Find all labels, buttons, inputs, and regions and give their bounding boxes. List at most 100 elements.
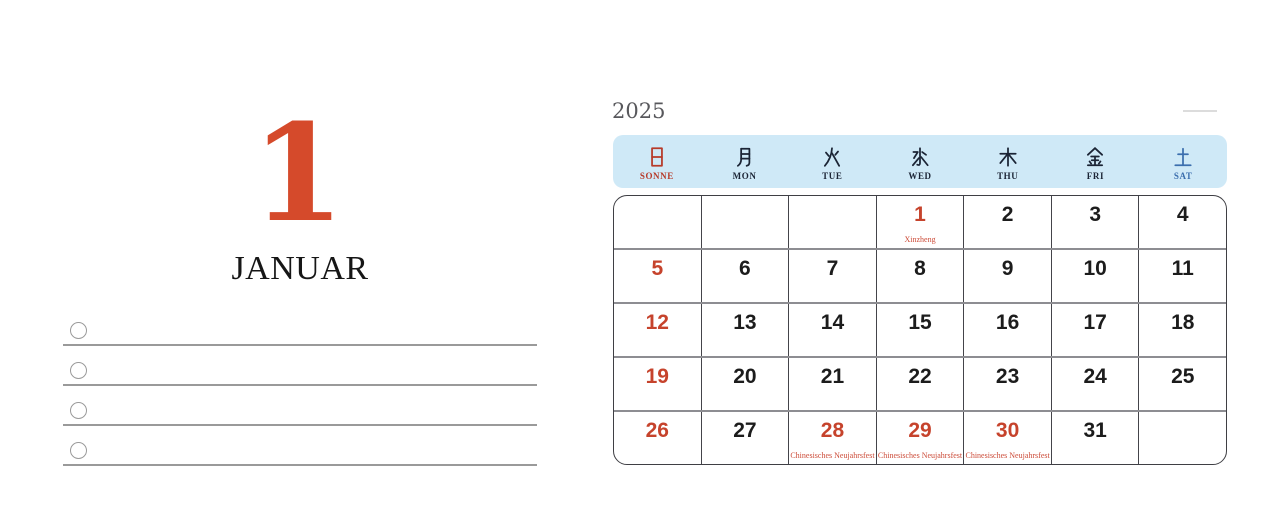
day-cell[interactable]: 26 bbox=[614, 412, 702, 464]
day-number: 8 bbox=[914, 257, 926, 280]
day-cell[interactable] bbox=[614, 196, 702, 248]
day-cell[interactable]: 14 bbox=[789, 304, 877, 356]
week-row: 5 6 7 8 9 10 11 bbox=[614, 250, 1226, 304]
weekday-header-sunday: SONNE bbox=[613, 135, 701, 188]
day-number: 20 bbox=[733, 365, 757, 388]
day-number: 28 bbox=[820, 419, 845, 442]
day-number: 1 bbox=[914, 203, 926, 226]
day-number: 16 bbox=[995, 311, 1020, 334]
day-cell[interactable]: 23 bbox=[964, 358, 1052, 410]
day-cell[interactable]: 24 bbox=[1052, 358, 1140, 410]
day-cell[interactable]: 15 bbox=[877, 304, 965, 356]
day-cell[interactable]: 3 bbox=[1052, 196, 1140, 248]
day-number: 22 bbox=[908, 365, 932, 388]
week-row: 1 Xinzheng 2 3 4 bbox=[614, 196, 1226, 250]
day-cell[interactable]: 22 bbox=[877, 358, 965, 410]
holiday-label: Chinesisches Neujahrsfest bbox=[790, 451, 875, 460]
day-cell[interactable]: 1 Xinzheng bbox=[877, 196, 965, 248]
checkbox-circle-icon[interactable] bbox=[70, 442, 87, 459]
kanji-water-icon bbox=[909, 146, 931, 168]
kanji-sun-icon bbox=[646, 146, 668, 168]
day-cell[interactable] bbox=[1139, 412, 1226, 464]
weekday-header-friday: FRI bbox=[1052, 135, 1140, 188]
week-row: 12 13 14 15 16 17 18 bbox=[614, 304, 1226, 358]
weekday-label: SONNE bbox=[639, 170, 674, 181]
day-number: 11 bbox=[1171, 257, 1194, 280]
weekday-header-tuesday: TUE bbox=[788, 135, 876, 188]
day-cell[interactable]: 12 bbox=[614, 304, 702, 356]
day-cell[interactable]: 2 bbox=[964, 196, 1052, 248]
day-number: 21 bbox=[820, 365, 845, 388]
kanji-fire-icon bbox=[821, 146, 843, 168]
day-cell[interactable]: 10 bbox=[1052, 250, 1140, 302]
day-cell[interactable]: 6 bbox=[702, 250, 790, 302]
day-number: 5 bbox=[651, 257, 664, 280]
holiday-label: Xinzheng bbox=[904, 235, 936, 244]
day-cell[interactable]: 29 Chinesisches Neujahrsfest bbox=[877, 412, 965, 464]
day-cell[interactable]: 31 bbox=[1052, 412, 1140, 464]
day-cell[interactable]: 8 bbox=[877, 250, 965, 302]
day-number: 26 bbox=[645, 419, 669, 442]
weekday-header-monday: MON bbox=[701, 135, 789, 188]
day-cell[interactable]: 21 bbox=[789, 358, 877, 410]
month-number: 1 bbox=[251, 94, 345, 252]
day-number: 14 bbox=[820, 311, 845, 334]
day-cell[interactable]: 20 bbox=[702, 358, 790, 410]
day-cell[interactable]: 18 bbox=[1139, 304, 1226, 356]
checklist-item bbox=[63, 346, 537, 386]
day-cell[interactable]: 28 Chinesisches Neujahrsfest bbox=[789, 412, 877, 464]
day-number: 7 bbox=[826, 257, 839, 280]
year-label: 2025 bbox=[612, 99, 666, 123]
kanji-gold-icon bbox=[1084, 146, 1106, 168]
kanji-tree-icon bbox=[997, 146, 1019, 168]
holiday-label: Chinesisches Neujahrsfest bbox=[877, 451, 963, 460]
day-number: 31 bbox=[1083, 419, 1107, 442]
day-cell[interactable]: 25 bbox=[1139, 358, 1226, 410]
weekday-header-wednesday: WED bbox=[876, 135, 964, 188]
calendar-grid: 1 Xinzheng 2 3 4 5 6 7 8 9 10 11 12 13 14… bbox=[613, 195, 1227, 465]
weekday-label: THU bbox=[997, 170, 1019, 181]
day-cell[interactable]: 19 bbox=[614, 358, 702, 410]
day-cell[interactable]: 11 bbox=[1139, 250, 1226, 302]
weekday-label: WED bbox=[908, 170, 932, 181]
day-cell[interactable] bbox=[702, 196, 790, 248]
day-number: 15 bbox=[908, 311, 932, 334]
day-cell[interactable]: 30 Chinesisches Neujahrsfest bbox=[964, 412, 1052, 464]
day-number: 9 bbox=[1001, 257, 1014, 280]
holiday-label: Chinesisches Neujahrsfest bbox=[965, 451, 1050, 460]
day-number: 30 bbox=[995, 419, 1020, 442]
weekday-header-band: SONNE MON TUE WED THU FRI SAT bbox=[613, 135, 1227, 188]
weekday-label: SAT bbox=[1173, 170, 1193, 181]
day-number: 18 bbox=[1171, 311, 1195, 334]
day-cell[interactable]: 17 bbox=[1052, 304, 1140, 356]
day-cell[interactable]: 16 bbox=[964, 304, 1052, 356]
checkbox-circle-icon[interactable] bbox=[70, 322, 87, 339]
day-cell[interactable]: 13 bbox=[702, 304, 790, 356]
day-cell[interactable]: 9 bbox=[964, 250, 1052, 302]
day-number: 13 bbox=[733, 311, 757, 334]
weekday-label: TUE bbox=[822, 170, 843, 181]
day-cell[interactable]: 5 bbox=[614, 250, 702, 302]
month-name: JANUAR bbox=[231, 250, 369, 287]
week-row: 19 20 21 22 23 24 25 bbox=[614, 358, 1226, 412]
week-row: 26 27 28 Chinesisches Neujahrsfest 29 Chin… bbox=[614, 412, 1226, 464]
weekday-header-saturday: SAT bbox=[1139, 135, 1227, 188]
weekday-label: FRI bbox=[1086, 170, 1105, 181]
checklist bbox=[63, 306, 537, 466]
checklist-item bbox=[63, 426, 537, 466]
day-cell[interactable]: 4 bbox=[1139, 196, 1226, 248]
checkbox-circle-icon[interactable] bbox=[70, 402, 87, 419]
day-cell[interactable] bbox=[789, 196, 877, 248]
day-number: 4 bbox=[1176, 203, 1189, 226]
day-number: 17 bbox=[1083, 311, 1107, 334]
day-number: 19 bbox=[645, 365, 669, 388]
day-cell[interactable]: 27 bbox=[702, 412, 790, 464]
weekday-label: MON bbox=[732, 170, 757, 181]
day-number: 3 bbox=[1089, 203, 1102, 226]
checkbox-circle-icon[interactable] bbox=[70, 362, 87, 379]
day-number: 2 bbox=[1001, 203, 1014, 226]
day-cell[interactable]: 7 bbox=[789, 250, 877, 302]
kanji-earth-icon bbox=[1172, 146, 1194, 168]
day-number: 10 bbox=[1083, 257, 1107, 280]
